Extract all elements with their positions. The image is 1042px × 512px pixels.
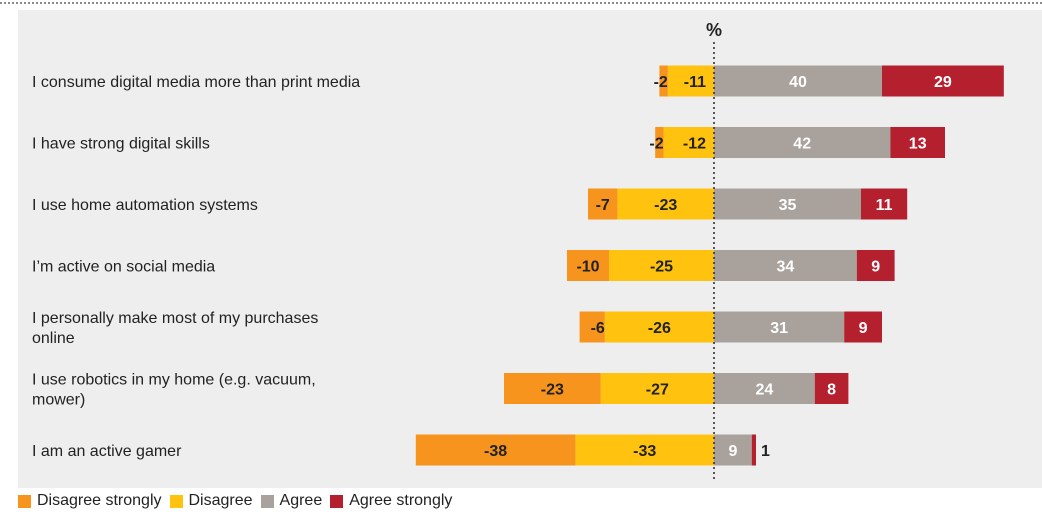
value-label-disagree-strongly-2: -2 (649, 136, 663, 153)
value-label-disagree-7: -33 (633, 443, 656, 460)
bar-agree-strongly-4 (856, 250, 895, 281)
value-label-agree-strongly-5: 9 (859, 320, 868, 337)
value-label-disagree-4: -25 (650, 259, 673, 276)
value-label-agree-3: 35 (779, 197, 797, 214)
category-label-7: I am an active gamer (32, 443, 182, 460)
value-label-agree-strongly-6: 8 (827, 382, 836, 399)
bar-disagree-6 (600, 373, 714, 404)
value-label-agree-strongly-7: 1 (761, 443, 770, 460)
value-label-disagree-strongly-4: -10 (576, 259, 599, 276)
category-label-6: I use robotics in my home (e.g. vacuum, m… (32, 372, 316, 409)
legend-label-agree: Agree (279, 492, 323, 509)
bar-agree-2 (714, 127, 891, 158)
bar-disagree-2 (663, 127, 714, 158)
bar-disagree-7 (575, 434, 714, 466)
chart-panel: I consume digital media more than print … (18, 10, 1042, 488)
value-label-disagree-strongly-1: -2 (654, 74, 668, 91)
value-label-disagree-strongly-5: -6 (591, 320, 605, 337)
value-label-agree-strongly-3: 11 (876, 197, 893, 214)
bar-agree-strongly-5 (844, 311, 882, 343)
unit-label: % (706, 20, 722, 40)
bar-agree-strongly-1 (882, 65, 1004, 97)
category-label-2: I have strong digital skills (32, 136, 210, 153)
value-label-agree-7: 9 (728, 443, 737, 460)
value-label-agree-strongly-4: 9 (871, 259, 880, 276)
legend-label-disagree-strongly: Disagree strongly (37, 492, 162, 509)
value-label-agree-strongly-1: 29 (934, 74, 952, 91)
legend-swatch-disagree (169, 494, 183, 508)
bar-agree-strongly-7 (751, 434, 756, 466)
bar-disagree-strongly-4 (567, 250, 609, 281)
value-label-disagree-strongly-7: -38 (484, 443, 507, 460)
bar-disagree-3 (617, 188, 714, 220)
legend-label-disagree: Disagree (188, 492, 253, 509)
bar-disagree-strongly-7 (415, 434, 576, 466)
bar-agree-strongly-2 (890, 127, 945, 158)
top-dotted-border (0, 2, 1042, 4)
value-label-disagree-2: -12 (683, 136, 706, 153)
category-label-1: I consume digital media more than print … (32, 74, 360, 91)
bar-disagree-strongly-1 (659, 65, 668, 97)
category-label-4: I’m active on social media (32, 259, 215, 276)
value-label-disagree-strongly-6: -23 (541, 382, 564, 399)
value-label-agree-1: 40 (789, 74, 807, 91)
bar-agree-7 (714, 434, 752, 466)
value-label-agree-5: 31 (770, 320, 788, 337)
value-label-agree-6: 24 (756, 382, 774, 399)
bar-disagree-strongly-5 (579, 311, 605, 343)
value-label-disagree-1: -11 (684, 74, 706, 91)
bar-agree-strongly-3 (861, 188, 908, 220)
value-label-agree-2: 42 (793, 136, 811, 153)
bar-disagree-strongly-6 (504, 373, 601, 404)
value-label-agree-strongly-2: 13 (909, 136, 927, 153)
bar-disagree-strongly-2 (655, 127, 664, 158)
legend-swatch-agree-strongly (330, 494, 344, 508)
legend-item-disagree: Disagree (169, 492, 253, 510)
bar-agree-5 (714, 311, 845, 343)
legend-item-agree-strongly: Agree strongly (330, 492, 452, 510)
value-label-disagree-3: -23 (654, 197, 677, 214)
legend-label-agree-strongly: Agree strongly (349, 492, 453, 509)
bar-agree-3 (714, 188, 861, 220)
value-label-disagree-5: -26 (648, 320, 671, 337)
bar-disagree-strongly-3 (588, 188, 618, 220)
category-label-3: I use home automation systems (32, 197, 258, 214)
value-label-disagree-6: -27 (646, 382, 669, 399)
legend-item-disagree-strongly: Disagree strongly (18, 492, 162, 510)
legend-swatch-agree (260, 494, 274, 508)
legend-item-agree: Agree (260, 492, 323, 510)
bar-agree-1 (714, 65, 882, 97)
bar-disagree-4 (609, 250, 714, 281)
bar-agree-strongly-6 (814, 373, 849, 404)
category-label-5: I personally make most of my purchases on… (32, 310, 318, 347)
bar-agree-6 (714, 373, 815, 404)
value-label-disagree-strongly-3: -7 (596, 197, 610, 214)
bar-agree-4 (714, 250, 857, 281)
bar-disagree-1 (667, 65, 714, 97)
legend: Disagree strongly Disagree Agree Agree stro… (18, 490, 460, 512)
bar-disagree-5 (604, 311, 714, 343)
legend-swatch-disagree-strongly (18, 494, 31, 508)
chart-plot: I consume digital media more than print … (32, 20, 1004, 480)
value-label-agree-4: 34 (777, 259, 795, 276)
